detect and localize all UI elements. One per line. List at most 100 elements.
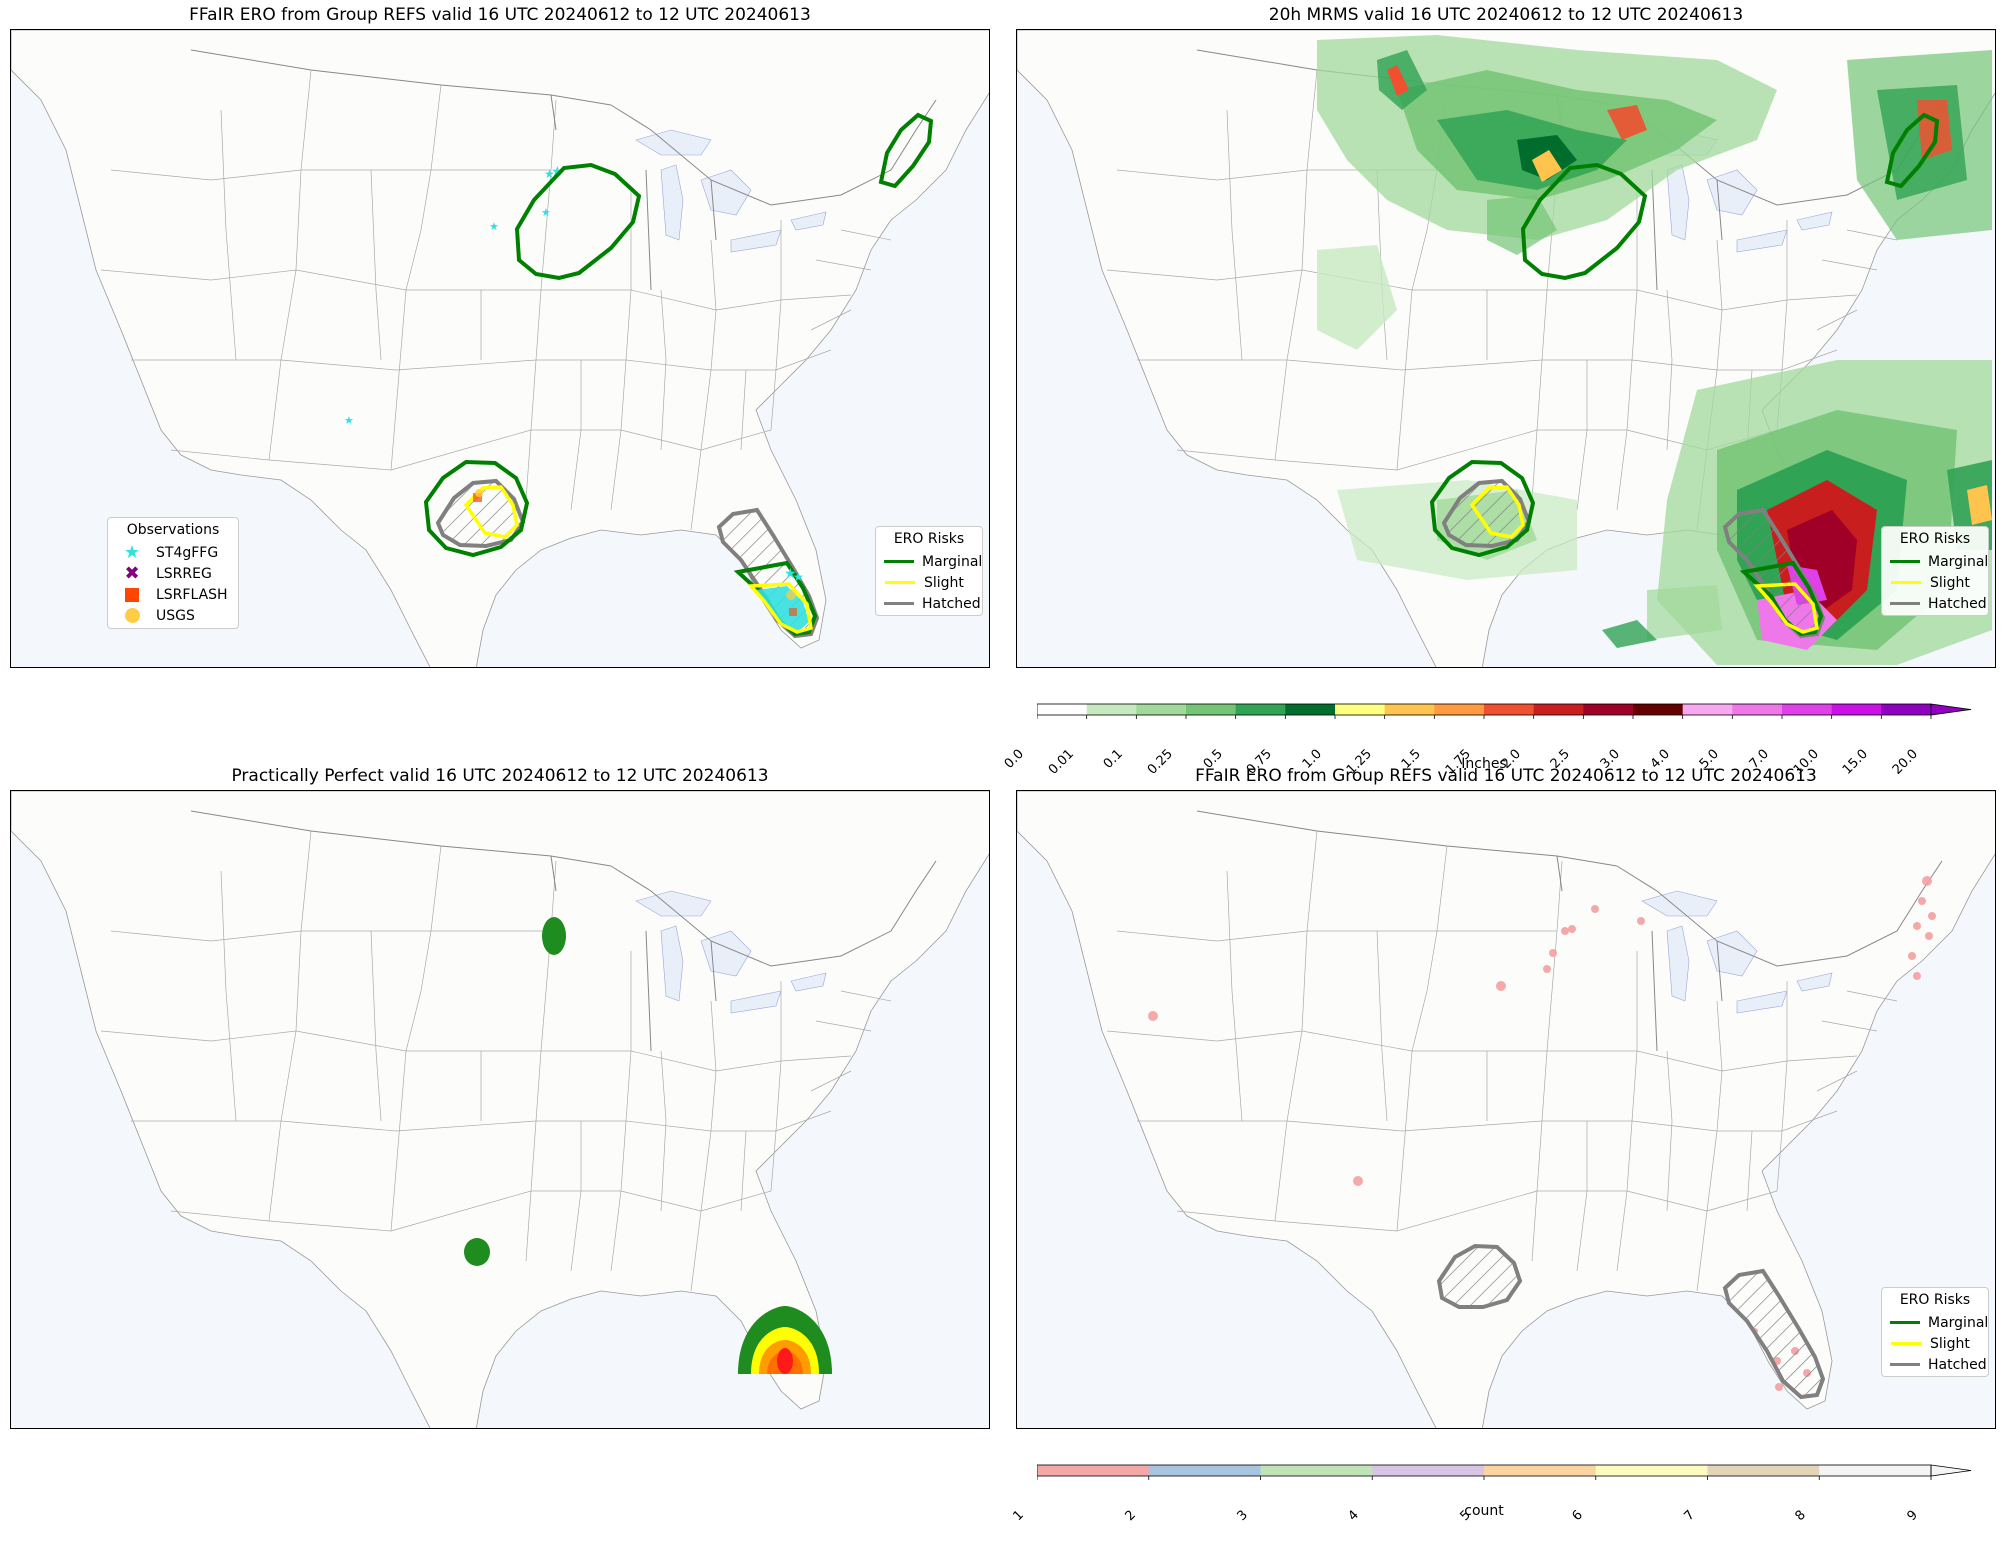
legend-label: LSRFLASH — [156, 586, 228, 603]
map-panel-top-right: ERO Risks Marginal Slight Hatched — [1016, 29, 1996, 668]
country-boundary — [1616, 860, 1943, 967]
state-boundary — [1106, 1030, 1858, 1072]
count-point — [1568, 925, 1576, 933]
st4gffg-star: ★ — [344, 414, 354, 427]
colorbar-segment — [1260, 1465, 1373, 1476]
colorbar-segment — [1881, 704, 1932, 715]
state-boundary — [390, 845, 442, 1232]
country-boundary — [550, 855, 717, 1052]
count-points — [1148, 876, 1936, 1391]
ero-risks-legend: ERO Risks Marginal Slight Hatched — [1881, 526, 1989, 616]
count-point — [1549, 949, 1557, 957]
country-boundary — [1196, 810, 1618, 867]
square-marker-icon — [116, 587, 148, 602]
lake — [635, 890, 712, 917]
count-point — [1591, 905, 1599, 913]
legend-line-swatch — [884, 581, 916, 584]
map-panel-bottom-right: ERO Risks Marginal Slight Hatched — [1016, 790, 1996, 1429]
state-boundary — [1106, 269, 1858, 311]
legend-label: Slight — [1930, 1335, 1970, 1352]
legend-label: Marginal — [1928, 1314, 1989, 1331]
legend-label: Hatched — [1928, 1356, 1987, 1373]
overlay-svg — [464, 917, 832, 1374]
legend-line-swatch — [1890, 1321, 1920, 1324]
lake — [1796, 211, 1833, 231]
legend-row-st4gffg: ★ ST4gFFG — [116, 542, 230, 563]
map-svg — [11, 791, 989, 1428]
legend-row-hatched: Hatched — [884, 593, 981, 614]
state-boundary — [170, 1190, 772, 1232]
slight-area-texas — [1469, 485, 1525, 539]
count-point — [1496, 981, 1506, 991]
state-boundary — [1226, 870, 1753, 1272]
marginal-area-minnesota — [1520, 162, 1648, 281]
state-boundary — [220, 870, 747, 1272]
precip-colorbar-svg — [1036, 703, 1972, 719]
legend-label: ST4gFFG — [156, 544, 219, 561]
map-panel-bottom-left — [10, 790, 990, 1429]
marginal-area-texas — [423, 459, 530, 558]
st4gffg-star: ★ — [489, 220, 499, 233]
colorbar-segment — [1831, 704, 1882, 715]
marginal-area-florida — [1739, 560, 1824, 637]
count-point — [1775, 1383, 1783, 1391]
count-colorbar-label: count — [1464, 1503, 1504, 1519]
state-boundary — [810, 229, 892, 331]
precip-colorbar-label: Inches — [1461, 756, 1507, 772]
star-icon: ★ — [123, 542, 141, 563]
legend-line-swatch — [884, 602, 914, 605]
count-point — [1913, 922, 1921, 930]
map-panel-top-left: ★ ★ ★ ★ ★ ★ ★ Obser — [10, 29, 990, 668]
state-boundary — [1816, 990, 1898, 1092]
colorbar-segment — [1782, 704, 1833, 715]
ero-risks-legend: ERO Risks Marginal Slight Hatched — [875, 526, 983, 616]
colorbar-segment — [1633, 704, 1684, 715]
count-point — [1637, 917, 1645, 925]
legend-row-usgs: USGS — [116, 605, 230, 626]
ero-risks-legend: ERO Risks Marginal Slight Hatched — [1881, 1287, 1989, 1377]
colorbar-segment — [1372, 1465, 1485, 1476]
colorbar-segment — [1484, 1465, 1597, 1476]
overlay-svg — [1148, 876, 1936, 1400]
panel-title-tl: FFaIR ERO from Group REFS valid 16 UTC 2… — [189, 5, 811, 25]
lake — [660, 925, 684, 1002]
legend-label: Marginal — [922, 553, 983, 570]
lake — [790, 211, 827, 231]
colorbar-segment — [1707, 1465, 1820, 1476]
state-boundary — [810, 990, 892, 1092]
panel-title-bl: Practically Perfect valid 16 UTC 2024061… — [231, 766, 769, 786]
country-boundary — [190, 49, 612, 106]
legend-row-slight: Slight — [1890, 1333, 1980, 1354]
state-boundary — [170, 429, 772, 471]
state-boundary — [770, 981, 782, 1192]
state-boundary — [220, 109, 747, 511]
florida-ero-group: ★ ★ — [716, 507, 820, 639]
legend-label: Slight — [924, 574, 964, 591]
overlay-svg: ★ ★ ★ ★ ★ ★ ★ — [344, 112, 934, 639]
colorbar-extend-arrow — [1930, 1464, 1972, 1477]
legend-line-swatch — [1890, 1342, 1922, 1345]
count-colorbar-svg — [1036, 1464, 1972, 1480]
count-point — [1148, 1011, 1158, 1021]
marginal-area-maine — [1884, 112, 1940, 189]
colorbar-segment — [1335, 704, 1386, 715]
colorbar-segment — [1285, 704, 1336, 715]
hatched-area-florida — [1722, 1268, 1826, 1400]
colorbar-segment — [1434, 704, 1485, 715]
x-marker-icon: ✖ — [124, 563, 140, 584]
colorbar-segment — [1384, 704, 1435, 715]
country-boundary — [190, 810, 612, 867]
colorbar-segment — [1682, 704, 1733, 715]
hatched-area-texas — [1436, 1243, 1523, 1309]
map-svg — [1017, 791, 1995, 1428]
state-boundary — [1776, 981, 1788, 1192]
count-point — [1925, 932, 1933, 940]
country-boundary — [610, 99, 937, 206]
count-point — [1922, 876, 1932, 886]
colorbar-segment — [1533, 704, 1584, 715]
legend-row-lsrflash: LSRFLASH — [116, 584, 230, 605]
colorbar-segment — [1037, 1465, 1150, 1476]
country-boundary — [610, 860, 937, 967]
pp-marginal-texas — [464, 1238, 490, 1266]
circle-marker-icon — [116, 608, 148, 623]
